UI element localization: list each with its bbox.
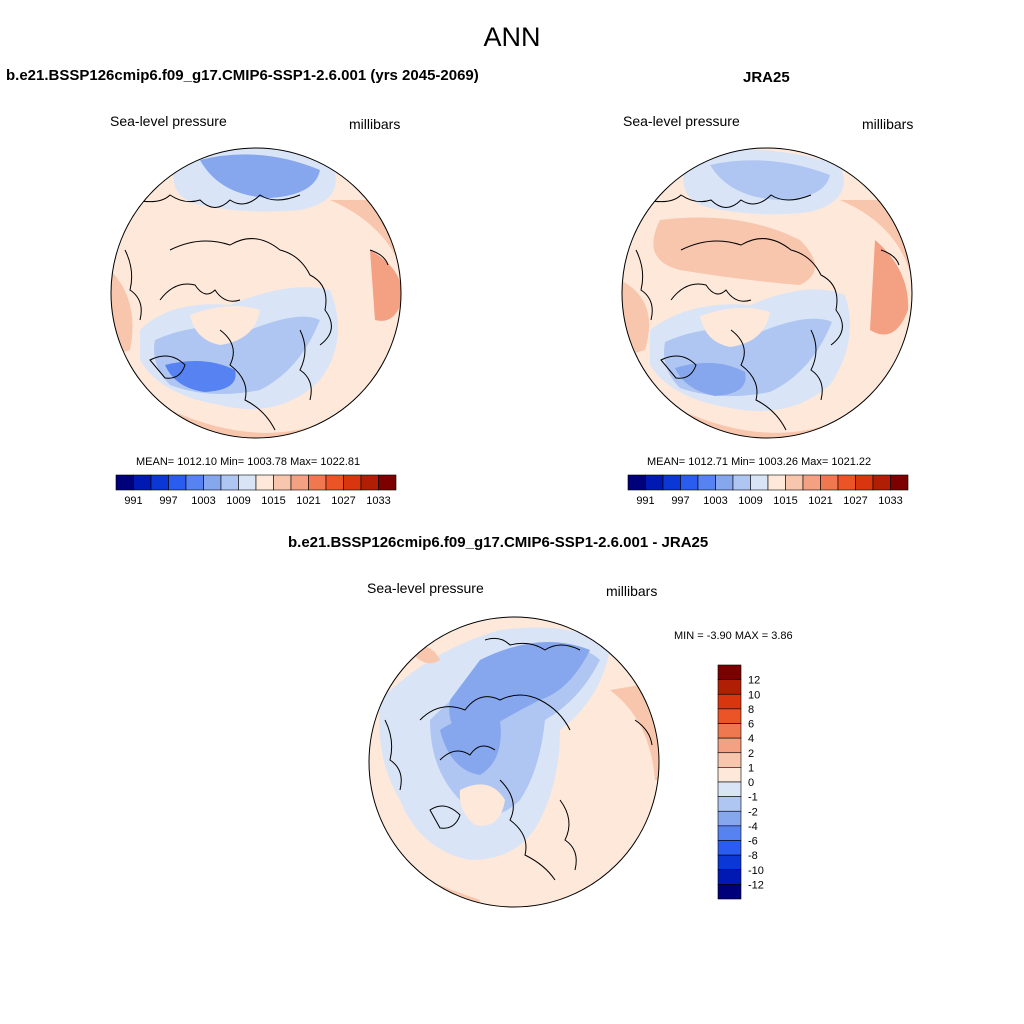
difference-colorbar-tick-label: 8 [748,704,754,716]
difference-colorbar-swatch [717,884,742,900]
difference-colorbar-tick-label: 4 [748,733,754,745]
difference-colorbar-tick-label: -1 [748,792,758,804]
panel-1-colorbar-tick-label: 1027 [331,495,355,507]
panel-1-colorbar: 991 997 1003 1009 1015 1021 1027 1033 [115,474,397,507]
panel-1-units-label: millibars [349,116,401,132]
difference-colorbar-swatch [717,767,742,783]
panel-2-colorbar-swatch [872,474,891,491]
difference-colorbar-tick-label: -4 [748,821,758,833]
panel-3-stats: MIN = -3.90 MAX = 3.86 [674,630,793,642]
panel-2-colorbar: 991 997 1003 1009 1015 1021 1027 1033 [627,474,909,507]
panel-1-colorbar-swatch [185,474,204,491]
panel-1-colorbar-tick-label: 997 [159,495,177,507]
difference-colorbar-swatch [717,723,742,739]
panel-2-colorbar-tick-label: 1027 [843,495,867,507]
panel-2-colorbar-swatch [802,474,821,491]
panel-1-colorbar-swatch [273,474,292,491]
panel-2-colorbar-swatch [855,474,874,491]
difference-colorbar-swatch [717,825,742,841]
panel-1-colorbar-swatch [290,474,309,491]
panel-2-units-label: millibars [862,116,914,132]
panel-2-colorbar-swatch [627,474,646,491]
difference-colorbar-swatch [717,708,742,724]
difference-colorbar-tick-label: 12 [748,675,760,687]
difference-colorbar-swatch [717,737,742,754]
panel-1-colorbar-swatch [220,474,239,491]
panel-2-map [621,147,913,439]
panel-1-colorbar-swatch [150,474,169,491]
difference-colorbar-swatch [717,679,742,695]
panel-1-colorbar-swatch [325,474,344,491]
page-title: ANN [483,22,541,52]
difference-colorbar-tick-label: 0 [748,777,754,789]
panel-1-colorbar-swatch [238,474,257,491]
difference-colorbar-tick-label: 10 [748,689,760,701]
panel-2-colorbar-swatch [662,474,681,491]
panel-3-variable-label: Sea-level pressure [367,580,484,596]
panel-1-colorbar-tick-label: 1015 [261,495,285,507]
difference-colorbar-tick-label: -12 [748,879,764,891]
difference-colorbar-tick-label: 6 [748,719,754,731]
panel-2-colorbar-swatch [785,474,804,491]
difference-colorbar-tick-label: -8 [748,850,758,862]
panel-2-colorbar-tick-label: 991 [636,495,654,507]
panel-1-colorbar-tick-label: 1009 [226,495,250,507]
difference-colorbar-tick-label: -6 [748,836,758,848]
panel-2-colorbar-swatch [820,474,839,491]
panel-3-units-label: millibars [606,583,658,599]
panel-3-map [368,616,660,908]
panel-2-colorbar-swatch [750,474,769,491]
panel-1-colorbar-swatch [255,474,274,491]
difference-colorbar-swatch [717,664,742,680]
panel-2-colorbar-swatch [732,474,751,491]
difference-colorbar-tick-label: 1 [748,762,754,774]
panel-1-colorbar-swatch [343,474,362,491]
panel-1-colorbar-swatch [133,474,152,491]
panel-2-colorbar-swatch [890,474,909,491]
panel-1-colorbar-swatch [115,474,134,491]
panel-2-colorbar-swatch [645,474,664,491]
difference-colorbar-tick-label: 2 [748,748,754,760]
panel-2-stats: MEAN= 1012.71 Min= 1003.26 Max= 1021.22 [647,456,872,468]
difference-colorbar-swatch [717,810,742,827]
panel-1-variable-label: Sea-level pressure [110,113,227,129]
difference-colorbar-swatch [717,854,742,871]
difference-colorbar-swatch [717,869,742,885]
panel-2-variable-label: Sea-level pressure [623,113,740,129]
panel-1-colorbar-swatch [203,474,222,491]
panel-2-colorbar-tick-label: 1003 [703,495,727,507]
panel-2-colorbar-swatch [680,474,699,491]
panel-2-title: JRA25 [743,69,790,86]
panel-1-colorbar-tick-label: 1033 [366,495,390,507]
panel-2-colorbar-swatch [715,474,734,491]
panel-2-colorbar-tick-label: 1033 [878,495,902,507]
panel-2-colorbar-tick-label: 997 [671,495,689,507]
panel-3-title: b.e21.BSSP126cmip6.f09_g17.CMIP6-SSP1-2.… [288,534,709,551]
panel-1-colorbar-tick-label: 991 [124,495,142,507]
difference-colorbar-tick-label: -10 [748,865,764,877]
panel-1-colorbar-tick-label: 1021 [296,495,320,507]
panel-2-colorbar-tick-label: 1021 [808,495,832,507]
difference-colorbar-swatch [717,796,742,812]
panel-1-colorbar-swatch [378,474,397,491]
difference-colorbar-swatch [717,752,742,768]
panel-2-colorbar-swatch [837,474,856,491]
difference-colorbar-tick-label: -2 [748,806,758,818]
panel-2-colorbar-tick-label: 1015 [773,495,797,507]
panel-1-stats: MEAN= 1012.10 Min= 1003.78 Max= 1022.81 [136,456,361,468]
panel-1-colorbar-swatch [308,474,327,491]
panel-2-colorbar-swatch [697,474,716,491]
panel-1-title: b.e21.BSSP126cmip6.f09_g17.CMIP6-SSP1-2.… [6,67,479,84]
panel-2-colorbar-tick-label: 1009 [738,495,762,507]
difference-colorbar-swatch [717,840,742,856]
panel-1-colorbar-tick-label: 1003 [191,495,215,507]
panel-1-colorbar-swatch [168,474,187,491]
difference-colorbar-swatch [717,693,742,710]
difference-colorbar-swatch [717,781,742,797]
panel-1-map [110,147,402,439]
panel-2-colorbar-swatch [767,474,786,491]
panel-1-colorbar-swatch [360,474,379,491]
